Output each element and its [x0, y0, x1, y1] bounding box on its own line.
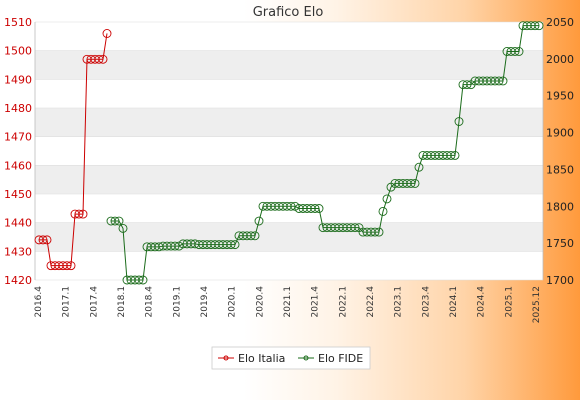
data-point-elo-italia — [78, 209, 88, 219]
x-tick-label: 2020.1 — [228, 286, 238, 318]
y-tick-left: 1490 — [4, 73, 32, 86]
data-point-elo-fide — [514, 47, 524, 56]
data-point-elo-fide — [382, 194, 392, 204]
data-point-elo-fide — [374, 227, 384, 237]
x-tick-label: 2024.4 — [477, 286, 487, 318]
data-point-elo-fide — [450, 150, 460, 160]
data-point-elo-italia — [38, 235, 48, 245]
data-point-elo-fide — [414, 162, 424, 172]
x-tick-label: 2021.4 — [311, 286, 321, 318]
x-tick-label: 2022.1 — [338, 286, 348, 318]
data-point-elo-fide — [226, 240, 236, 250]
y-tick-left: 1470 — [4, 131, 32, 144]
x-tick-label: 2016.4 — [34, 286, 44, 318]
x-tick-label: 2023.4 — [421, 286, 431, 318]
data-point-elo-italia — [98, 54, 108, 64]
data-point-elo-italia — [62, 261, 72, 271]
x-tick-label: 2019.4 — [200, 286, 210, 318]
data-point-elo-fide — [534, 21, 544, 31]
data-point-elo-fide — [118, 223, 128, 233]
y-tick-right: 1750 — [546, 237, 574, 250]
data-point-elo-fide — [378, 206, 388, 216]
data-point-elo-fide — [314, 204, 324, 213]
data-point-elo-fide — [254, 216, 264, 226]
data-point-elo-italia — [74, 209, 84, 219]
data-point-elo-fide — [230, 240, 240, 250]
grid-band — [35, 50, 543, 80]
data-point-elo-fide — [114, 216, 124, 226]
y-tick-left: 1430 — [4, 245, 32, 258]
y-tick-right: 1900 — [546, 127, 574, 140]
legend-label-elo-fide: Elo FIDE — [318, 352, 363, 365]
data-point-elo-fide — [498, 76, 508, 86]
data-point-elo-fide — [370, 227, 380, 237]
data-point-elo-fide — [138, 275, 148, 285]
y-tick-left: 1450 — [4, 188, 32, 201]
y-tick-right: 1800 — [546, 200, 574, 213]
x-tick-label: 2018.4 — [145, 286, 155, 318]
legend-marker-elo-italia — [223, 355, 229, 361]
data-point-elo-fide — [510, 47, 520, 56]
x-tick-label: 2022.4 — [366, 286, 376, 318]
data-point-elo-italia — [42, 235, 52, 245]
grid-band — [35, 222, 543, 252]
x-tick-label: 2020.4 — [255, 286, 265, 318]
x-tick-label: 2025.12 — [532, 286, 542, 323]
data-point-elo-fide — [462, 80, 472, 90]
x-tick-label: 2017.1 — [62, 286, 72, 318]
data-point-elo-fide — [246, 231, 256, 241]
data-point-elo-fide — [446, 150, 456, 160]
legend-label-elo-italia: Elo Italia — [238, 352, 285, 365]
data-point-elo-fide — [410, 178, 420, 188]
data-point-elo-fide — [454, 117, 464, 126]
data-point-elo-italia — [102, 29, 112, 38]
data-point-elo-fide — [530, 21, 540, 31]
x-tick-label: 2025.1 — [504, 286, 514, 318]
data-point-elo-fide — [134, 275, 144, 285]
y-tick-right: 2050 — [546, 16, 574, 29]
x-tick-label: 2023.1 — [394, 286, 404, 318]
y-tick-right: 1700 — [546, 274, 574, 287]
y-tick-left: 1500 — [4, 45, 32, 58]
x-tick-label: 2019.1 — [172, 286, 182, 318]
data-point-elo-fide — [286, 201, 296, 211]
data-point-elo-fide — [310, 204, 320, 213]
y-tick-left: 1480 — [4, 102, 32, 115]
x-tick-label: 2018.1 — [117, 286, 127, 318]
data-point-elo-fide — [170, 241, 180, 251]
grid-band — [35, 108, 543, 137]
grid-band — [35, 165, 543, 194]
x-tick-label: 2021.1 — [283, 286, 293, 318]
chart-title: Grafico Elo — [253, 5, 324, 20]
y-tick-right: 1850 — [546, 163, 574, 176]
data-point-elo-fide — [494, 76, 504, 86]
data-point-elo-italia — [94, 54, 104, 64]
y-tick-right: 2000 — [546, 53, 574, 66]
y-tick-left: 1460 — [4, 159, 32, 172]
data-point-elo-italia — [66, 261, 76, 271]
x-tick-label: 2017.4 — [89, 286, 99, 318]
data-point-elo-fide — [406, 178, 416, 188]
y-tick-right: 1950 — [546, 90, 574, 103]
y-tick-left: 1510 — [4, 16, 32, 29]
chart-legend: Elo Italia Elo FIDE — [211, 346, 371, 370]
legend-marker-elo-fide — [303, 355, 309, 361]
y-tick-left: 1420 — [4, 274, 32, 287]
x-tick-label: 2024.1 — [449, 286, 459, 318]
data-point-elo-fide — [250, 231, 260, 241]
y-tick-left: 1440 — [4, 217, 32, 230]
data-point-elo-fide — [110, 216, 120, 226]
data-point-elo-fide — [350, 223, 360, 233]
